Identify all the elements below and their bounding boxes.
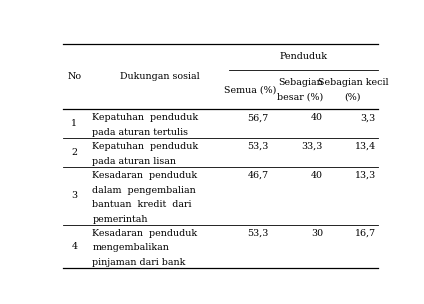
Text: 13,3: 13,3: [354, 171, 376, 180]
Text: Kesadaran  penduduk: Kesadaran penduduk: [92, 171, 198, 180]
Text: (%): (%): [345, 93, 361, 102]
Text: 40: 40: [311, 171, 323, 180]
Text: 30: 30: [311, 229, 323, 238]
Text: bantuan  kredit  dari: bantuan kredit dari: [92, 200, 192, 209]
Text: 3,3: 3,3: [360, 113, 376, 122]
Text: pada aturan lisan: pada aturan lisan: [92, 157, 176, 166]
Text: 40: 40: [311, 113, 323, 122]
Text: Kepatuhan  penduduk: Kepatuhan penduduk: [92, 142, 198, 151]
Text: 53,3: 53,3: [248, 142, 269, 151]
Text: Sebagian: Sebagian: [278, 78, 323, 87]
Text: 4: 4: [71, 242, 77, 251]
Text: pada aturan tertulis: pada aturan tertulis: [92, 128, 188, 137]
Text: 33,3: 33,3: [302, 142, 323, 151]
Text: mengembalikan: mengembalikan: [92, 244, 169, 252]
Text: Penduduk: Penduduk: [279, 53, 328, 61]
Text: Semua (%): Semua (%): [224, 85, 276, 94]
Text: besar (%): besar (%): [277, 93, 324, 102]
Text: pemerintah: pemerintah: [92, 215, 148, 223]
Text: Kesadaran  penduduk: Kesadaran penduduk: [92, 229, 198, 238]
Text: 53,3: 53,3: [248, 229, 269, 238]
Text: No: No: [67, 72, 81, 81]
Text: 56,7: 56,7: [248, 113, 269, 122]
Text: 16,7: 16,7: [354, 229, 376, 238]
Text: 3: 3: [71, 191, 78, 200]
Text: pinjaman dari bank: pinjaman dari bank: [92, 258, 186, 267]
Text: Kepatuhan  penduduk: Kepatuhan penduduk: [92, 113, 198, 122]
Text: 46,7: 46,7: [248, 171, 269, 180]
Text: 13,4: 13,4: [354, 142, 376, 151]
Text: Sebagian kecil: Sebagian kecil: [318, 78, 388, 87]
Text: 2: 2: [71, 148, 77, 157]
Text: 1: 1: [71, 119, 77, 128]
Text: Dukungan sosial: Dukungan sosial: [120, 72, 200, 81]
Text: dalam  pengembalian: dalam pengembalian: [92, 185, 196, 195]
